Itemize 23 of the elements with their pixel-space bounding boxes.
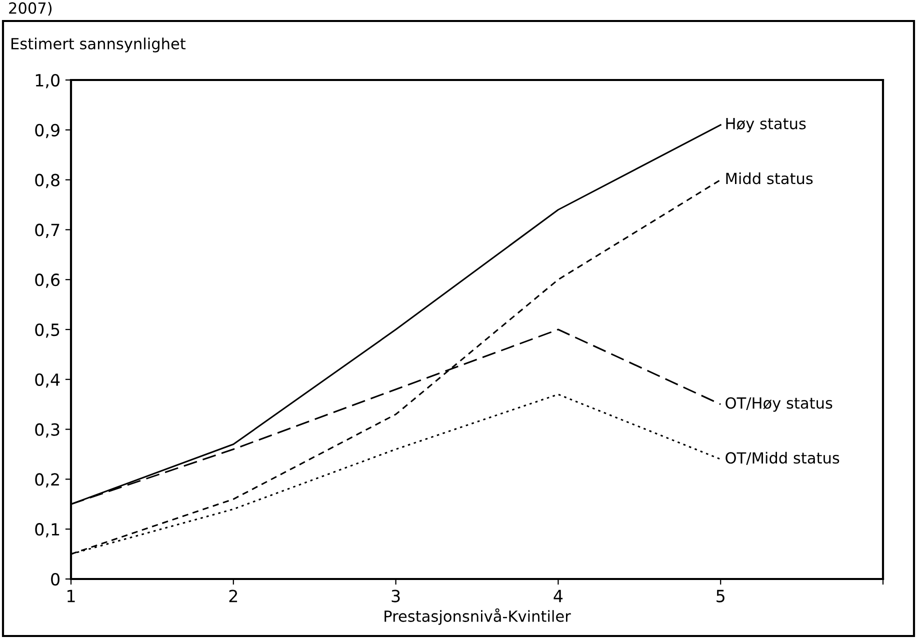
y-tick-label: 1,0	[36, 74, 60, 88]
y-tick-label: 0,1	[35, 523, 60, 538]
text: 2007)	[9, 2, 52, 16]
series-label: Midd status	[726, 172, 813, 184]
y-tick-label: 0,6	[35, 274, 60, 288]
x-tick-label: 4	[554, 590, 563, 602]
y-tick-label: 0	[51, 572, 60, 586]
x-tick-label: 5	[716, 590, 724, 602]
y-axis-title: Estimert sannsynlighet	[12, 38, 186, 52]
y-tick-label: 0,5	[35, 323, 60, 338]
x-axis-title: Prestasjonsnivå-Kvintiler	[384, 608, 571, 625]
y-tick-label: 0,8	[35, 174, 60, 188]
y-tick-label: 0,3	[35, 423, 60, 438]
y-tick-label: 0,9	[35, 124, 60, 138]
series-label: OT/Midd status	[726, 452, 840, 465]
x-tick-label: 1	[68, 590, 75, 602]
x-tick-label: 3	[392, 590, 400, 602]
y-tick-label: 0,7	[35, 224, 60, 238]
y-tick-label: 0,4	[35, 373, 60, 388]
y-tick-label: 0,2	[35, 473, 59, 488]
x-tick-label: 2	[229, 590, 238, 602]
series-label: OT/Høy status	[726, 397, 832, 412]
series-label: Høy status	[726, 118, 806, 132]
